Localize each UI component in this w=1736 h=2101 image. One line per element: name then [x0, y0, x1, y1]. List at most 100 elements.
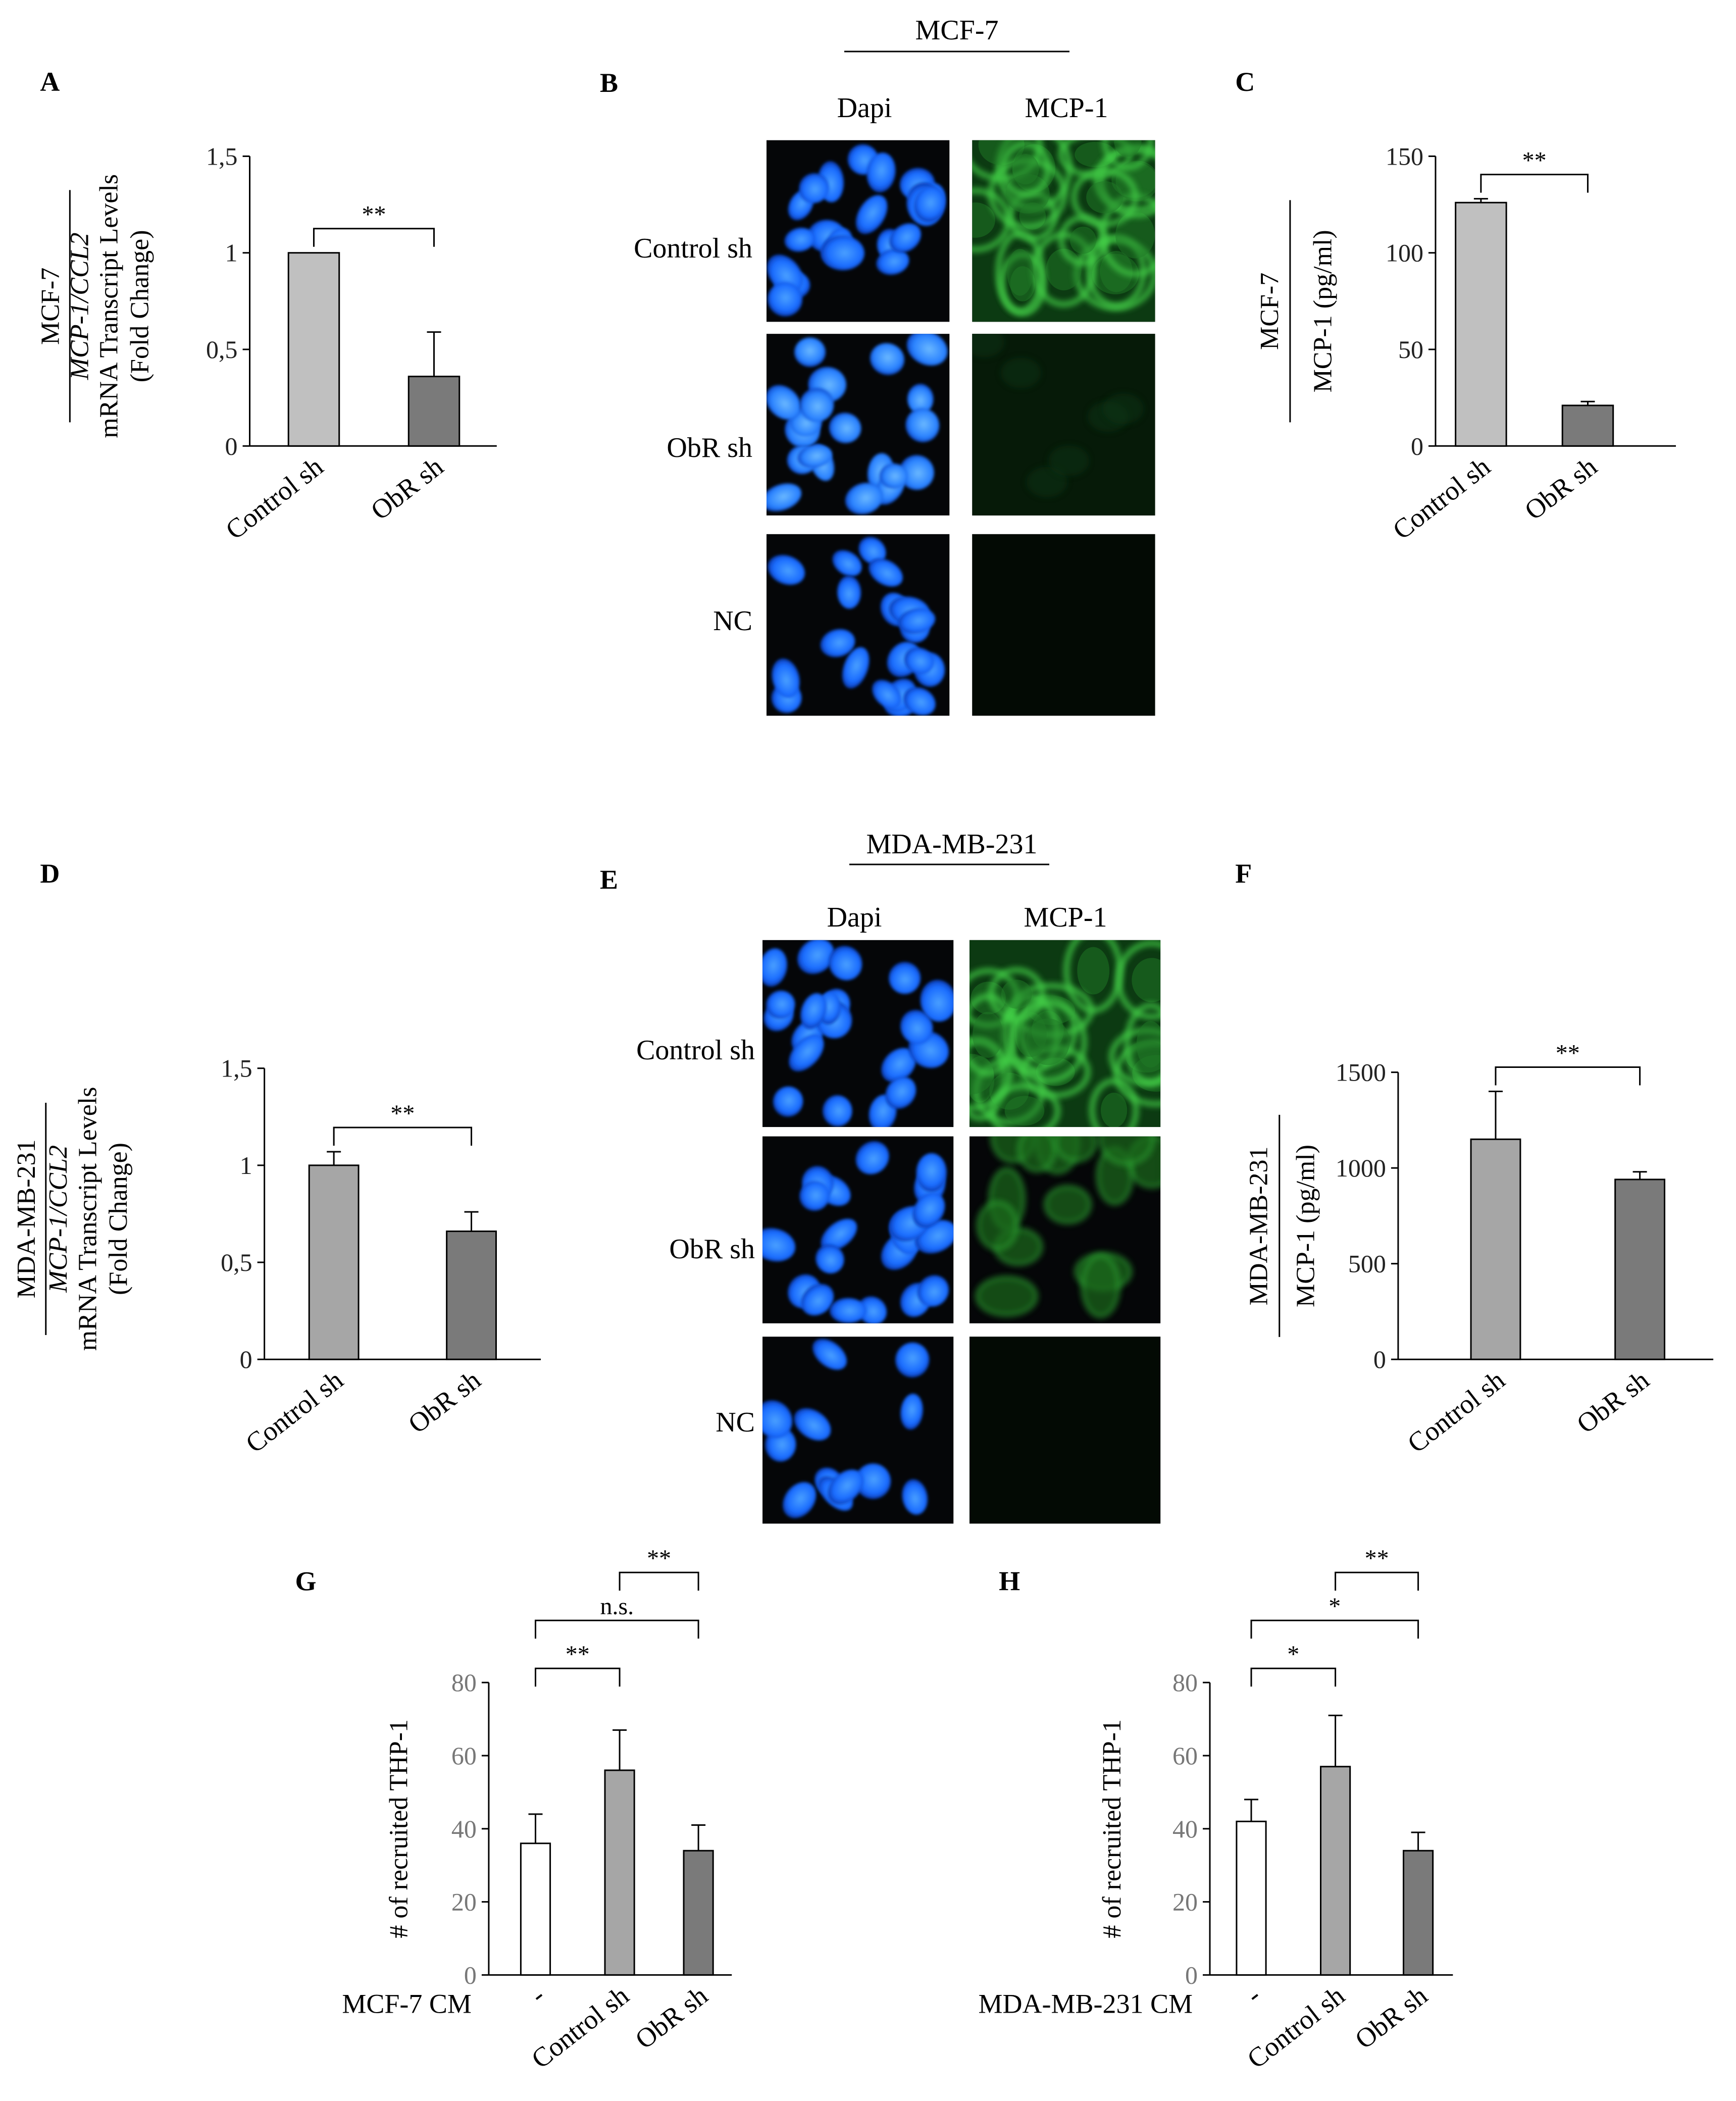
cell-cytoplasm — [1077, 947, 1110, 995]
mcp1-column-label-e: MCP-1 — [1024, 902, 1107, 933]
cell-cytoplasm — [1070, 226, 1097, 254]
category-label: ObR sh — [402, 1364, 486, 1439]
row-label-control: Control sh — [634, 233, 752, 264]
significance-label: ** — [362, 201, 386, 228]
x-group-label: MDA-MB-231 CM — [978, 1988, 1193, 2019]
significance-label: ** — [566, 1641, 590, 1668]
faint-stain — [1103, 393, 1144, 424]
y-tick-label: 0,5 — [206, 335, 238, 364]
y-tick-label: 150 — [1386, 142, 1423, 170]
significance-label: * — [1287, 1641, 1299, 1668]
nucleus — [783, 1482, 816, 1518]
nucleus — [820, 235, 865, 271]
chart-c: C 0 50 100 150 Control sh ObR sh ** MCF-7 MCP-1 (… — [1235, 67, 1676, 545]
bar-1 — [287, 252, 340, 447]
nucleus — [872, 680, 901, 708]
y-tick-label: 100 — [1386, 239, 1423, 267]
e-mcp1-control — [969, 940, 1161, 1128]
y-tick-label: 0 — [240, 1345, 252, 1373]
y-tick-label: 1 — [225, 239, 238, 267]
y-label-measure: mRNA Transcript Levels — [95, 174, 124, 438]
category-label: ObR sh — [365, 451, 449, 526]
significance-bracket — [534, 1619, 699, 1639]
chart-a: A 0 0,5 1 1,5 Control sh ObR sh ** MCF-7 MCP-1/CC… — [36, 67, 497, 545]
row-label-nc: NC — [713, 605, 752, 637]
category-label: ObR sh — [630, 1980, 713, 2055]
e-dapi-nc — [762, 1337, 954, 1524]
faint-stain — [972, 334, 1004, 357]
cell-outline — [989, 1083, 1060, 1128]
e-mcp1-nc — [969, 1337, 1161, 1524]
nucleus — [900, 1010, 933, 1044]
cell-outline — [1115, 941, 1161, 1019]
significance-bracket — [619, 1571, 699, 1591]
bar-2 — [1320, 1766, 1351, 1976]
panel-letter-a: A — [40, 67, 60, 97]
b-mcp1-control — [972, 140, 1155, 322]
nucleus — [855, 195, 888, 234]
nucleus — [797, 940, 835, 974]
y-label-unit: (Fold Change) — [126, 230, 155, 382]
nucleus — [920, 980, 954, 1022]
y-tick-label: 500 — [1348, 1250, 1386, 1278]
y-label-cell: MCF-7 — [1255, 273, 1284, 350]
y-tick-label: 0 — [464, 1961, 477, 1989]
y-label-cell: MDA-MB-231 — [12, 1140, 41, 1299]
nucleus — [855, 1463, 891, 1499]
cell-cytoplasm — [972, 1011, 1003, 1058]
nucleus — [829, 1298, 866, 1323]
significance-bracket — [1250, 1619, 1419, 1639]
nucleus — [823, 1095, 852, 1126]
row-label-nc-e: NC — [716, 1407, 755, 1438]
x-group-label: MCF-7 CM — [342, 1988, 472, 2019]
nucleus — [866, 152, 896, 192]
y-tick-label: 20 — [451, 1888, 477, 1916]
b-mcp1-nc — [972, 534, 1155, 716]
y-tick-label: 0 — [1411, 432, 1423, 460]
nucleus — [828, 1469, 863, 1505]
cell-outline — [976, 1200, 1019, 1251]
bar-2 — [1561, 404, 1614, 447]
cell-cytoplasm — [1004, 1096, 1045, 1126]
micrograph-panel-b: B Dapi MCP-1 Control sh ObR sh NC — [600, 68, 1155, 716]
cell-outline — [972, 140, 1043, 181]
bar-1 — [308, 1164, 360, 1360]
cell-outline — [969, 1038, 1012, 1111]
nucleus — [904, 647, 934, 674]
nucleus — [832, 550, 862, 577]
cell-cytoplasm — [1100, 1092, 1128, 1128]
nucleus — [768, 554, 805, 585]
y-label-gene: MCP-1/CCL2 — [66, 232, 94, 380]
y-tick-label: 1000 — [1336, 1154, 1386, 1182]
y-tick-label: 0,5 — [221, 1248, 252, 1276]
stain-field — [972, 534, 1155, 716]
category-label: ObR sh — [1519, 451, 1603, 526]
nucleus — [762, 1228, 796, 1262]
y-label: # of recruited THP-1 — [385, 1719, 414, 1938]
nucleus — [917, 1275, 949, 1307]
y-tick-label: 40 — [1172, 1815, 1198, 1843]
y-label-unit: MCP-1 (pg/ml) — [1291, 1145, 1320, 1307]
significance-bracket — [1495, 1066, 1641, 1086]
significance-label: n.s. — [600, 1593, 634, 1620]
y-tick-label: 60 — [1172, 1741, 1198, 1770]
bar-3 — [683, 1850, 714, 1976]
bar-1 — [1470, 1138, 1521, 1360]
significance-label: ** — [647, 1545, 671, 1572]
panel-letter-c: C — [1235, 67, 1255, 97]
nucleus — [876, 249, 909, 275]
significance-label: ** — [1556, 1040, 1580, 1067]
y-label: # of recruited THP-1 — [1098, 1719, 1127, 1938]
nucleus — [869, 558, 903, 587]
nucleus — [898, 608, 936, 634]
nucleus — [889, 962, 921, 994]
nucleus — [842, 647, 870, 689]
y-label-unit: (Fold Change) — [104, 1143, 133, 1295]
cell-cytoplasm — [972, 202, 995, 238]
y-tick-label: 1,5 — [206, 142, 238, 170]
e-dapi-obr — [762, 1136, 954, 1323]
bar-1 — [1455, 201, 1507, 447]
nucleus — [799, 1181, 830, 1211]
significance-label: ** — [390, 1100, 415, 1127]
